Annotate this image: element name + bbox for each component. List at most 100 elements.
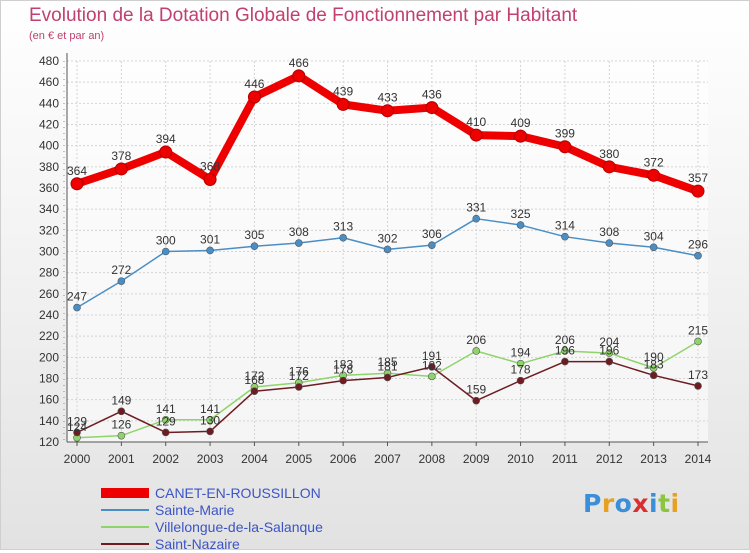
x-tick-label: 2008 <box>419 452 446 466</box>
data-point <box>247 90 261 104</box>
data-label: 191 <box>422 349 442 363</box>
data-point <box>70 177 84 191</box>
x-tick-label: 2000 <box>64 452 91 466</box>
data-label: 206 <box>466 333 486 347</box>
x-tick-label: 2005 <box>285 452 312 466</box>
series-saint-nazaire <box>73 357 702 437</box>
data-point <box>516 221 525 229</box>
data-point <box>516 359 525 368</box>
data-label: 196 <box>555 344 575 358</box>
y-tick-label: 200 <box>39 350 59 364</box>
data-point <box>117 431 126 440</box>
data-point <box>691 184 705 198</box>
data-point <box>561 232 569 241</box>
data-label: 141 <box>156 402 176 416</box>
data-label: 215 <box>688 323 708 337</box>
y-tick-label: 340 <box>39 202 59 216</box>
data-point <box>292 69 306 83</box>
data-label: 172 <box>289 369 309 383</box>
data-point <box>649 371 658 380</box>
legend-label: Sainte-Marie <box>155 502 235 518</box>
data-label: 178 <box>333 363 353 377</box>
data-label: 159 <box>466 383 486 397</box>
data-label: 196 <box>599 344 619 358</box>
data-point <box>161 247 170 256</box>
data-label: 126 <box>111 418 131 432</box>
x-tick-label: 2006 <box>330 452 357 466</box>
data-label: 331 <box>466 201 486 215</box>
y-tick-label: 220 <box>39 329 59 343</box>
x-tick-label: 2001 <box>108 452 135 466</box>
data-point <box>649 243 658 252</box>
data-point <box>383 245 392 254</box>
series-canet-en-roussillon <box>70 69 705 198</box>
data-label: 308 <box>599 225 619 239</box>
x-tick-label: 2010 <box>507 452 534 466</box>
data-point <box>383 373 392 382</box>
data-point <box>694 382 702 390</box>
data-label: 173 <box>688 368 708 382</box>
legend-label: CANET-EN-ROUSSILLON <box>155 485 321 501</box>
data-label: 300 <box>156 234 176 248</box>
data-label: 313 <box>333 220 353 234</box>
data-point <box>206 246 214 255</box>
x-tick-label: 2007 <box>374 452 401 466</box>
data-point <box>605 349 614 357</box>
data-label: 124 <box>67 420 87 434</box>
data-label: 439 <box>333 84 353 98</box>
data-point <box>472 347 481 355</box>
data-label: 378 <box>111 149 131 163</box>
data-label: 446 <box>244 77 264 91</box>
x-tick-label: 2003 <box>197 452 224 466</box>
y-tick-label: 400 <box>39 139 59 153</box>
data-label: 301 <box>200 232 220 246</box>
x-tick-label: 2009 <box>463 452 490 466</box>
y-tick-label: 180 <box>39 372 59 386</box>
data-point <box>694 251 702 260</box>
y-tick-label: 480 <box>39 54 59 68</box>
data-label: 206 <box>555 333 575 347</box>
data-label: 304 <box>644 229 664 243</box>
x-tick-label: 2002 <box>152 452 179 466</box>
data-label: 149 <box>111 393 131 407</box>
data-point <box>206 415 214 424</box>
chart-title: Evolution de la Dotation Globale de Fonc… <box>29 5 578 26</box>
data-point <box>649 364 658 372</box>
data-label: 380 <box>599 147 619 161</box>
legend-label: Saint-Nazaire <box>155 536 240 552</box>
data-label: 308 <box>289 225 309 239</box>
data-point <box>73 303 81 312</box>
data-label: 168 <box>244 373 264 387</box>
logo-letter: i <box>670 489 680 518</box>
data-point <box>428 363 436 371</box>
data-point <box>428 241 436 249</box>
data-point <box>605 357 614 366</box>
data-label: 394 <box>156 132 176 146</box>
data-point <box>469 128 483 142</box>
data-point <box>336 97 350 111</box>
data-label: 436 <box>422 88 442 102</box>
data-point <box>250 387 259 396</box>
data-point <box>294 239 303 247</box>
legend-swatch <box>101 543 149 545</box>
data-point <box>561 357 569 366</box>
data-label: 178 <box>511 363 531 377</box>
data-point <box>161 415 170 424</box>
y-tick-label: 120 <box>39 435 59 449</box>
data-point <box>73 428 81 437</box>
data-label: 372 <box>644 155 664 169</box>
data-label: 433 <box>377 91 397 105</box>
data-label: 190 <box>644 350 664 364</box>
data-point <box>294 383 303 391</box>
y-tick-label: 260 <box>39 287 59 301</box>
data-label: 410 <box>466 115 486 129</box>
legend-swatch <box>101 509 149 511</box>
data-label: 399 <box>555 127 575 141</box>
logo-letter: i <box>649 489 659 518</box>
y-tick-label: 160 <box>39 393 59 407</box>
logo-letter: o <box>614 489 633 518</box>
series-sainte-marie <box>73 214 702 312</box>
data-point <box>381 104 394 118</box>
y-tick-label: 440 <box>39 96 59 110</box>
data-point <box>514 129 528 143</box>
